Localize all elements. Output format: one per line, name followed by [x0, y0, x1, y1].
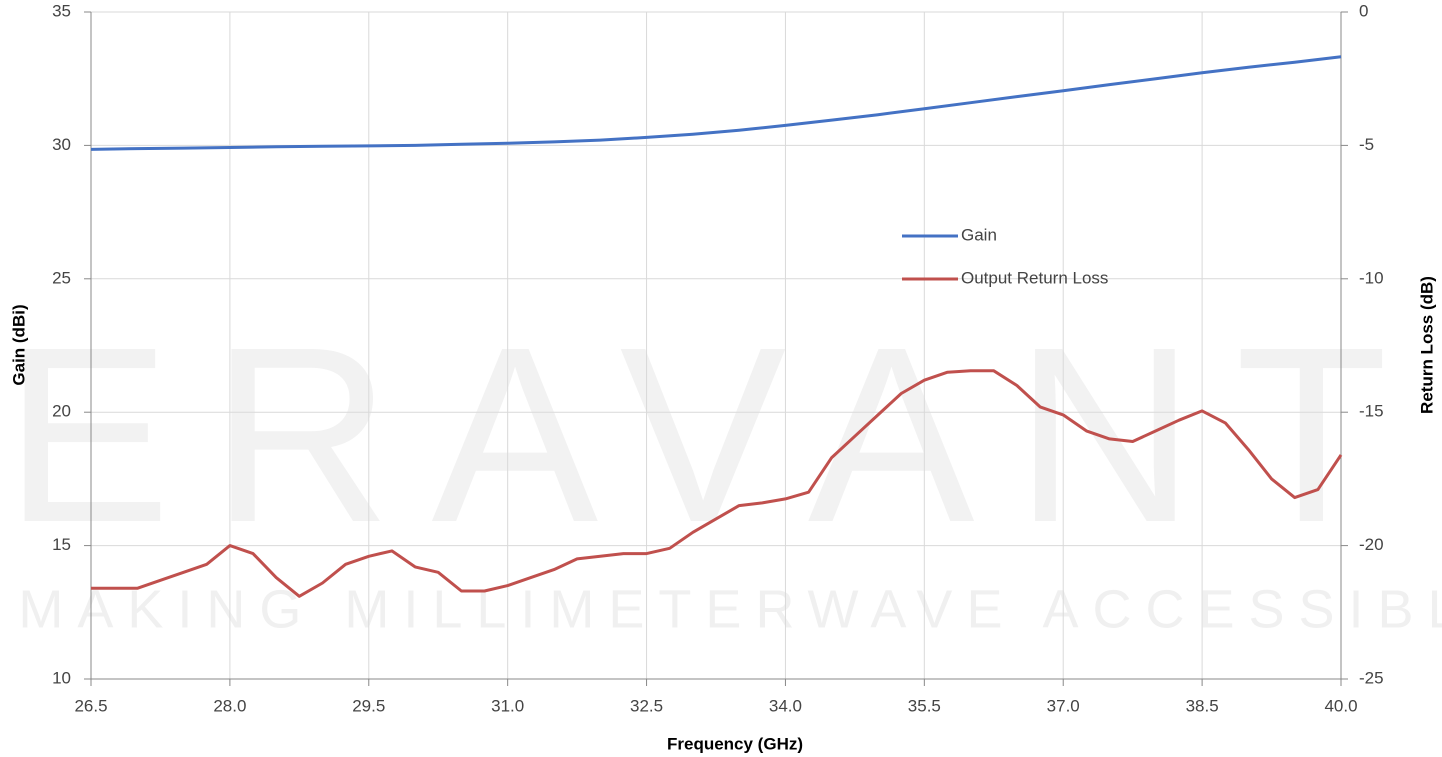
- y2-tick-label: -25: [1359, 668, 1384, 687]
- y2-axis-label: Return Loss (dB): [1417, 276, 1436, 414]
- watermark-title: ERAVANT: [4, 295, 1428, 574]
- x-tick-label: 35.5: [908, 696, 941, 715]
- y-tick-label: 10: [52, 668, 71, 687]
- y2-tick-label: -15: [1359, 402, 1384, 421]
- x-tick-label: 26.5: [74, 696, 107, 715]
- x-tick-label: 31.0: [491, 696, 524, 715]
- y2-tick-label: 0: [1359, 1, 1368, 20]
- x-tick-label: 40.0: [1324, 696, 1357, 715]
- y-tick-label: 30: [52, 135, 71, 154]
- y-axis-label: Gain (dBi): [9, 304, 28, 385]
- line-series: [90, 55, 1342, 151]
- y2-tick-label: -5: [1359, 135, 1374, 154]
- x-tick-label: 29.5: [352, 696, 385, 715]
- y-tick-label: 20: [52, 402, 71, 421]
- x-tick-label: 37.0: [1047, 696, 1080, 715]
- x-tick-label: 28.0: [213, 696, 246, 715]
- watermark-tagline: MAKING MILLIMETERWAVE ACCESSIBLE: [18, 579, 1442, 639]
- legend-label: Gain: [961, 225, 997, 244]
- x-tick-label: 38.5: [1186, 696, 1219, 715]
- x-tick-label: 34.0: [769, 696, 802, 715]
- x-axis-label: Frequency (GHz): [667, 734, 803, 753]
- x-tick-label: 32.5: [630, 696, 663, 715]
- y-tick-label: 35: [52, 1, 71, 20]
- line-series: [91, 369, 1343, 598]
- y-tick-label: 25: [52, 268, 71, 287]
- y2-tick-label: -20: [1359, 535, 1384, 554]
- y2-tick-label: -10: [1359, 268, 1384, 287]
- legend-label: Output Return Loss: [961, 268, 1108, 287]
- y-tick-label: 15: [52, 535, 71, 554]
